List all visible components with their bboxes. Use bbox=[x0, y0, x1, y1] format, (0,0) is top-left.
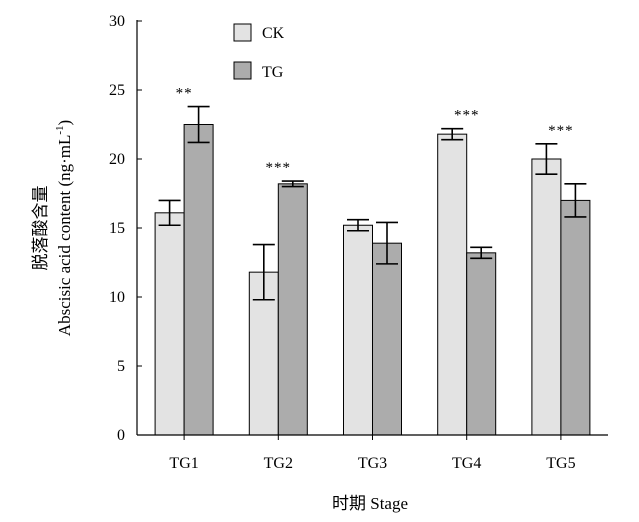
bar-tg-tg5 bbox=[560, 199, 591, 436]
bars-layer bbox=[154, 124, 591, 436]
legend: CK TG bbox=[233, 23, 285, 81]
y-tick-label-0: 0 bbox=[117, 427, 125, 444]
y-tick-label-5: 5 bbox=[117, 358, 125, 375]
x-tick-label-tg3: TG3 bbox=[358, 455, 387, 472]
y-axis-title-cn: 脱落酸含量 bbox=[31, 186, 50, 271]
legend-swatch-ck bbox=[233, 23, 252, 42]
y-tick-label-20: 20 bbox=[109, 151, 125, 168]
y-tick-label-25: 25 bbox=[109, 82, 125, 99]
y-axis-title-en-main: Abscisic acid content (ng·mL bbox=[55, 135, 74, 337]
bar-ck-tg3 bbox=[343, 224, 373, 436]
y-axis-title-en-group: Abscisic acid content (ng·mL-1) bbox=[54, 120, 74, 336]
bar-tg-tg4 bbox=[466, 252, 497, 436]
y-axis-title-en-superscript: -1 bbox=[54, 125, 66, 134]
x-tick-label-tg5: TG5 bbox=[546, 455, 575, 472]
x-tick-label-tg2: TG2 bbox=[264, 455, 293, 472]
y-tick-label-15: 15 bbox=[109, 220, 125, 237]
y-axis-title-cn-group: 脱落酸含量 bbox=[31, 186, 50, 271]
y-tick-label-30: 30 bbox=[109, 13, 125, 30]
error-bars-layer bbox=[158, 105, 587, 301]
bar-tg-tg1 bbox=[183, 124, 214, 436]
significance-marker-tg2: *** bbox=[266, 160, 292, 176]
y-tick-label-10: 10 bbox=[109, 289, 125, 306]
x-axis-title: 时期 Stage bbox=[332, 494, 408, 513]
legend-label-ck: CK bbox=[262, 25, 285, 42]
bar-tg-tg2 bbox=[277, 183, 308, 436]
x-tick-label-tg4: TG4 bbox=[452, 455, 481, 472]
significance-marker-tg4: *** bbox=[454, 108, 480, 124]
bar-ck-tg4 bbox=[437, 133, 468, 436]
x-tick-label-tg1: TG1 bbox=[169, 455, 198, 472]
legend-label-tg: TG bbox=[262, 64, 284, 81]
bar-ck-tg1 bbox=[154, 212, 185, 436]
legend-swatch-tg bbox=[233, 61, 252, 80]
y-axis-title-en: Abscisic acid content (ng·mL-1) bbox=[54, 120, 74, 336]
bar-ck-tg5 bbox=[531, 158, 562, 436]
y-axis-title-en-close: ) bbox=[55, 120, 74, 126]
y-ticks-layer: 0 5 10 15 20 25 30 bbox=[109, 13, 142, 444]
significance-layer: *********** bbox=[176, 86, 574, 177]
bar-tg-tg3 bbox=[372, 242, 402, 436]
significance-marker-tg5: *** bbox=[548, 123, 574, 139]
x-categories-layer: TG1 TG2 TG3 TG4 TG5 bbox=[169, 455, 575, 472]
significance-marker-tg1: ** bbox=[176, 86, 193, 102]
